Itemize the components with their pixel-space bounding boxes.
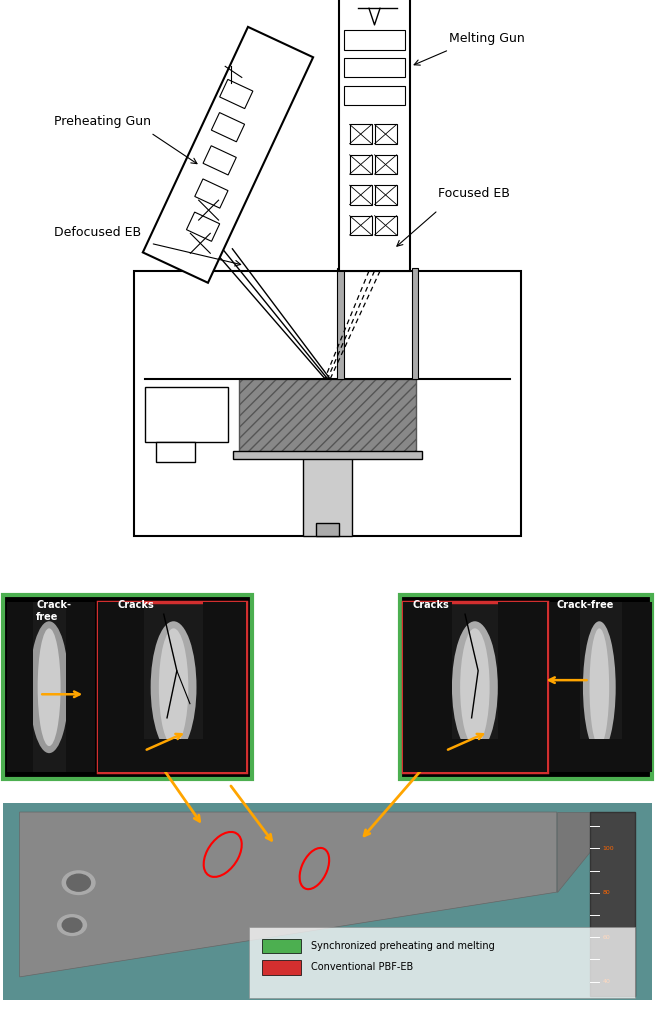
Bar — [350, 216, 372, 234]
Ellipse shape — [29, 622, 69, 753]
Polygon shape — [195, 179, 228, 208]
Bar — [375, 216, 397, 234]
Text: Synchronized preheating and melting: Synchronized preheating and melting — [311, 941, 495, 951]
Polygon shape — [498, 602, 547, 772]
Polygon shape — [143, 27, 313, 283]
Bar — [590, 812, 635, 995]
Circle shape — [62, 870, 95, 895]
Ellipse shape — [583, 622, 616, 753]
Bar — [7, 602, 95, 772]
Bar — [3, 803, 652, 1000]
Bar — [375, 155, 397, 174]
Text: 60: 60 — [603, 935, 610, 940]
Text: 100: 100 — [603, 846, 614, 851]
Polygon shape — [7, 602, 33, 772]
Circle shape — [58, 914, 86, 936]
Bar — [550, 739, 648, 772]
Polygon shape — [98, 602, 144, 772]
Text: Cracks: Cracks — [118, 600, 155, 610]
Bar — [403, 602, 547, 772]
Polygon shape — [550, 602, 580, 772]
Ellipse shape — [452, 622, 498, 753]
Polygon shape — [187, 212, 219, 242]
Polygon shape — [20, 812, 557, 977]
Text: Crack-free: Crack-free — [557, 600, 614, 610]
Bar — [350, 155, 372, 174]
Ellipse shape — [38, 629, 60, 746]
Polygon shape — [203, 602, 246, 772]
Polygon shape — [557, 812, 622, 892]
Bar — [134, 271, 521, 537]
Bar — [262, 961, 301, 975]
Text: Defocused EB: Defocused EB — [54, 225, 141, 239]
Polygon shape — [212, 113, 244, 141]
Bar — [339, 0, 411, 271]
Bar — [400, 595, 652, 779]
Bar — [233, 451, 422, 459]
Bar — [98, 602, 246, 772]
Circle shape — [62, 918, 82, 932]
Bar — [344, 31, 405, 50]
Polygon shape — [203, 145, 236, 175]
Polygon shape — [622, 602, 652, 772]
Bar — [350, 185, 372, 205]
Bar — [303, 454, 352, 537]
Bar — [375, 185, 397, 205]
Text: Cracks: Cracks — [413, 600, 449, 610]
Bar — [316, 522, 339, 537]
Bar — [337, 268, 344, 379]
Text: Melting Gun: Melting Gun — [449, 32, 525, 45]
Text: Preheating Gun: Preheating Gun — [54, 115, 151, 128]
Bar — [98, 739, 246, 772]
Ellipse shape — [590, 629, 609, 746]
Bar — [156, 442, 195, 462]
Bar — [411, 268, 418, 379]
Bar — [350, 124, 372, 143]
Text: 40: 40 — [603, 979, 610, 984]
Circle shape — [67, 874, 90, 891]
Polygon shape — [403, 602, 452, 772]
Bar — [262, 939, 301, 953]
Bar — [344, 86, 405, 105]
Bar — [3, 595, 252, 779]
Ellipse shape — [460, 629, 490, 746]
Text: Crack-
free: Crack- free — [36, 600, 71, 622]
Ellipse shape — [151, 622, 196, 753]
Bar — [550, 602, 648, 772]
Bar — [249, 928, 635, 998]
Bar — [375, 124, 397, 143]
Bar — [344, 58, 405, 78]
Bar — [145, 387, 228, 442]
Text: Focused EB: Focused EB — [438, 187, 510, 200]
Bar — [239, 379, 416, 454]
Polygon shape — [219, 80, 253, 109]
Ellipse shape — [159, 629, 189, 746]
Bar — [403, 739, 547, 772]
Text: Conventional PBF-EB: Conventional PBF-EB — [311, 963, 413, 973]
Text: 80: 80 — [603, 890, 610, 895]
Polygon shape — [66, 602, 95, 772]
